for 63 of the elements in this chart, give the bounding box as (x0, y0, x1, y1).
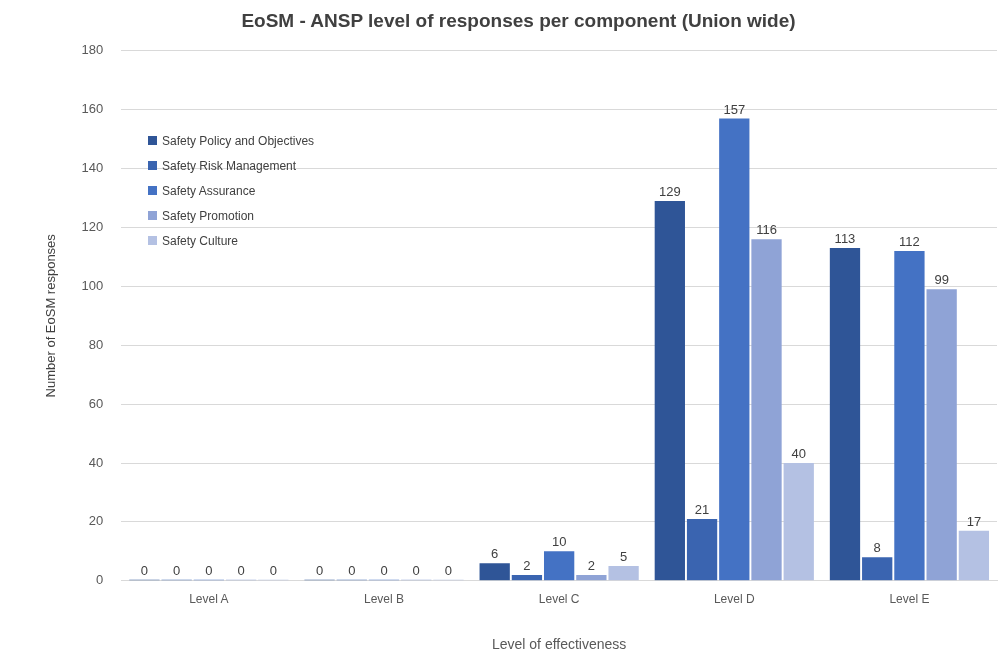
data-label: 10 (551, 534, 567, 550)
x-axis-title: Level of effectiveness (491, 636, 627, 653)
y-tick-label: 100 (81, 277, 104, 293)
data-label: 2 (523, 557, 531, 573)
bar (686, 518, 718, 581)
legend-label: Safety Culture (162, 233, 239, 248)
data-label: 40 (791, 446, 806, 462)
y-tick-label: 80 (88, 336, 104, 352)
bar (751, 239, 782, 581)
legend-label: Safety Policy and Objectives (162, 133, 315, 148)
y-tick-label: 0 (96, 572, 104, 588)
x-tick-label: Level B (363, 592, 405, 607)
legend-label: Safety Risk Management (162, 158, 297, 173)
y-tick-label: 160 (81, 101, 104, 117)
data-label: 113 (834, 231, 856, 247)
data-label: 157 (723, 101, 746, 117)
data-label: 116 (756, 222, 777, 238)
bar (511, 574, 543, 581)
bar (829, 248, 861, 581)
data-label: 0 (140, 562, 149, 578)
bar (576, 574, 607, 581)
bar (894, 251, 925, 581)
data-label: 0 (412, 562, 420, 578)
y-tick-label: 40 (88, 454, 104, 470)
legend-label: Safety Promotion (162, 208, 255, 223)
y-axis-title: Number of EoSM responses (43, 233, 59, 398)
bar (654, 200, 685, 581)
data-label: 0 (348, 562, 356, 578)
data-label: 99 (934, 272, 949, 288)
bar (783, 463, 814, 581)
data-label: 2 (587, 557, 595, 573)
data-label: 21 (694, 502, 710, 518)
data-label: 17 (966, 513, 982, 529)
data-label: 0 (173, 562, 181, 578)
bar (926, 289, 957, 581)
y-tick-label: 60 (88, 395, 104, 411)
data-label: 129 (658, 184, 681, 200)
bar (958, 530, 990, 581)
x-tick-label: Level A (189, 592, 229, 607)
chart-title: EoSM - ANSP level of responses per component (Union wide) (241, 9, 796, 31)
data-label: 0 (380, 562, 388, 578)
bar (862, 557, 893, 581)
y-tick-label: 20 (88, 513, 104, 529)
x-tick-label: Level D (713, 592, 755, 607)
x-tick-label: Level E (889, 592, 930, 607)
y-tick-label: 120 (81, 219, 104, 235)
legend-label: Safety Assurance (162, 183, 256, 198)
bar (719, 118, 750, 581)
data-label: 0 (315, 562, 324, 578)
data-label: 8 (873, 540, 881, 556)
y-tick-label: 180 (81, 42, 104, 58)
data-label: 5 (619, 549, 628, 565)
data-label: 0 (269, 562, 277, 578)
data-label: 0 (237, 562, 245, 578)
data-label: 6 (491, 546, 499, 562)
bar (608, 566, 639, 581)
bar (544, 551, 575, 581)
x-tick-label: Level C (538, 592, 580, 607)
y-tick-label: 140 (81, 160, 104, 176)
data-label: 0 (444, 562, 453, 578)
data-label: 0 (205, 562, 213, 578)
bar (479, 563, 510, 581)
data-label: 112 (899, 234, 920, 250)
